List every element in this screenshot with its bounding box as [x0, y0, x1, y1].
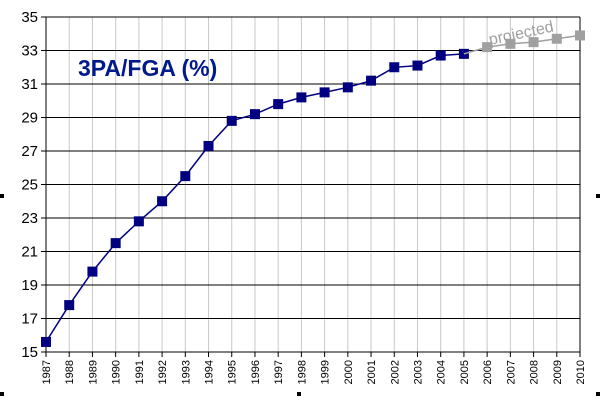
x-tick-label: 2003	[412, 360, 424, 384]
data-point	[180, 171, 191, 182]
x-tick-label: 1990	[111, 360, 123, 384]
x-tick-label: 2005	[459, 360, 471, 384]
data-point	[389, 62, 400, 73]
data-point	[366, 75, 377, 86]
y-tick-label: 27	[21, 143, 38, 160]
y-tick-label: 23	[21, 210, 38, 227]
data-point	[435, 50, 446, 61]
y-tick-label: 15	[21, 344, 38, 361]
data-point	[249, 109, 260, 120]
x-tick-label: 1988	[64, 360, 76, 384]
data-point	[551, 33, 562, 44]
y-axis-ticks: 15 17 19 21 23 25 27 29 31 33 35	[21, 9, 46, 361]
data-point	[226, 115, 237, 126]
data-point	[575, 30, 585, 41]
y-tick-label: 29	[21, 110, 38, 127]
data-point	[87, 266, 98, 277]
x-tick-label: 2004	[436, 360, 448, 384]
data-point	[296, 92, 307, 103]
x-tick-label: 1998	[296, 360, 308, 384]
data-point	[273, 99, 284, 110]
x-tick-label: 2009	[552, 360, 564, 384]
x-tick-label: 1996	[250, 360, 262, 384]
y-tick-label: 19	[21, 277, 38, 294]
y-tick-label: 35	[21, 9, 38, 26]
x-axis-ticks: 1987 1988 1989 1990 1991 1992 1993 1994 1995 1996…	[41, 352, 587, 384]
y-tick-label: 25	[21, 177, 38, 194]
x-tick-label: 2010	[575, 360, 587, 384]
chart-title: 3PA/FGA (%)	[78, 55, 217, 81]
x-tick-label: 2008	[529, 360, 541, 384]
x-tick-label: 1987	[41, 360, 53, 384]
y-tick-label: 17	[21, 311, 38, 328]
x-tick-label: 1994	[204, 360, 216, 384]
data-point	[41, 336, 51, 347]
data-point	[110, 238, 121, 249]
x-tick-label: 2000	[343, 360, 355, 384]
x-tick-label: 2006	[482, 360, 494, 384]
x-tick-label: 2001	[366, 360, 378, 384]
data-point	[157, 196, 168, 207]
series-2	[463, 30, 585, 55]
x-tick-label: 1999	[320, 360, 332, 384]
data-point	[342, 82, 353, 93]
x-tick-label: 1992	[157, 360, 169, 384]
data-point	[203, 140, 214, 151]
frame-markers	[0, 194, 600, 396]
x-tick-label: 1993	[180, 360, 192, 384]
series-layer	[41, 30, 585, 347]
grid	[45, 16, 581, 353]
data-point	[64, 300, 75, 311]
data-point	[505, 38, 516, 49]
y-tick-label: 33	[21, 43, 38, 60]
y-tick-label: 31	[21, 76, 38, 93]
x-tick-label: 1997	[273, 360, 285, 384]
x-tick-label: 2002	[389, 360, 401, 384]
x-tick-label: 1989	[87, 360, 99, 384]
y-tick-label: 21	[21, 244, 38, 261]
data-point	[482, 42, 493, 53]
x-tick-label: 1991	[134, 360, 146, 384]
data-point	[412, 60, 423, 71]
data-point	[319, 87, 330, 98]
data-point	[528, 37, 539, 48]
x-tick-label: 2007	[505, 360, 517, 384]
x-tick-label: 1995	[227, 360, 239, 384]
data-point	[133, 216, 144, 227]
